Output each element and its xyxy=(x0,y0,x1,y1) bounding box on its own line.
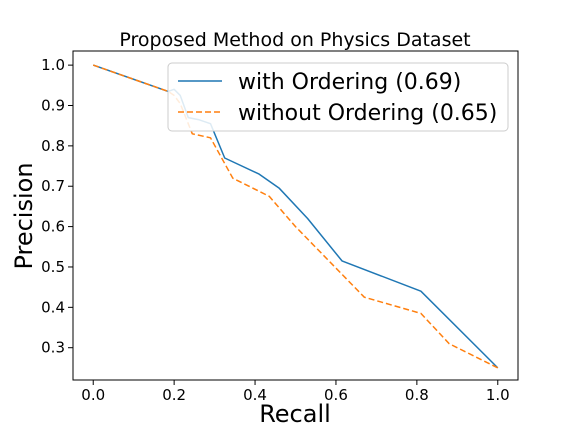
legend-entry: without Ordering (0.65) xyxy=(238,101,497,126)
chart-title: Proposed Method on Physics Dataset xyxy=(119,29,470,51)
y-tick-label: 0.7 xyxy=(41,177,65,195)
legend-entry: with Ordering (0.69) xyxy=(238,70,461,95)
legend-box xyxy=(167,62,509,132)
y-axis-ticks: 0.3 0.4 0.5 0.6 0.7 0.8 0.9 1.0 xyxy=(41,56,73,357)
y-tick-label: 0.8 xyxy=(41,137,65,155)
axes-frame xyxy=(72,50,519,381)
x-tick-label: 1.0 xyxy=(486,386,510,404)
y-tick-label: 0.4 xyxy=(41,298,65,316)
x-tick-label: 0.2 xyxy=(162,386,186,404)
y-axis-label: Precision xyxy=(10,162,38,269)
x-axis-ticks: 0.0 0.2 0.4 0.6 0.8 1.0 xyxy=(81,380,510,404)
y-tick-label: 0.3 xyxy=(41,339,65,357)
x-tick-label: 0.8 xyxy=(405,386,429,404)
x-tick-label: 0.4 xyxy=(243,386,267,404)
x-tick-label: 0.6 xyxy=(324,386,348,404)
y-tick-label: 0.9 xyxy=(41,96,65,114)
y-tick-label: 0.6 xyxy=(41,218,65,236)
y-tick-label: 1.0 xyxy=(41,56,65,74)
y-tick-label: 0.5 xyxy=(41,258,65,276)
legend: with Ordering (0.69) without Ordering (0.… xyxy=(167,62,509,132)
x-axis-label: Recall xyxy=(259,400,331,428)
x-tick-label: 0.0 xyxy=(81,386,105,404)
